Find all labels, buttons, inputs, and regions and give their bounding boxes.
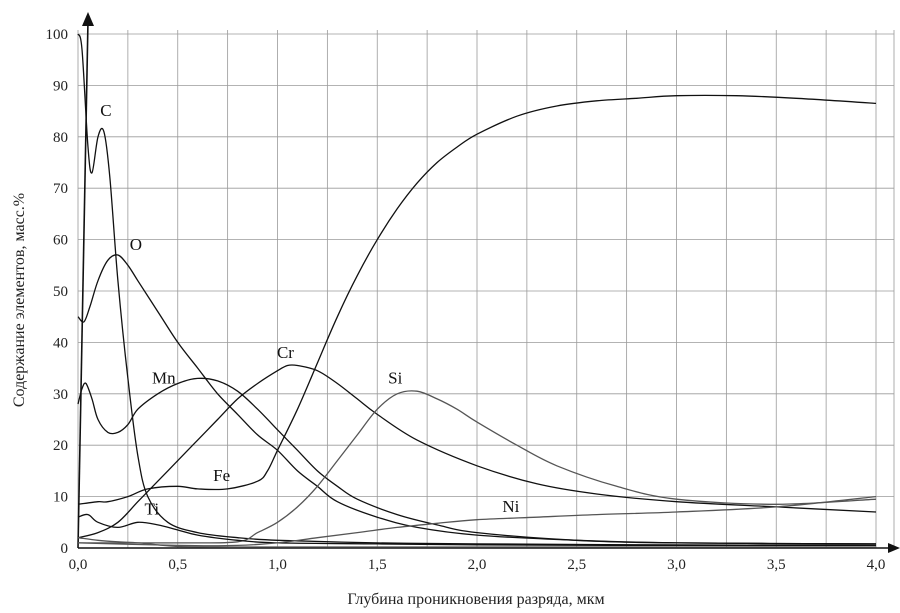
series-line-ni [77, 495, 877, 547]
series-line-fe [77, 94, 877, 505]
series-line-cr [77, 364, 877, 539]
series-label-c: C [100, 101, 111, 120]
x-tick-label: 1,0 [268, 557, 287, 573]
series-line-si [77, 390, 877, 544]
y-tick-label: 90 [53, 78, 68, 94]
x-tick-label: 3,0 [667, 557, 686, 573]
series-line-mn [77, 377, 877, 545]
series-lines [77, 33, 877, 548]
y-tick-label: 0 [61, 541, 69, 557]
y-axis-title: Содержание элементов, масс.% [11, 193, 28, 407]
series-label-ni: Ni [502, 497, 519, 516]
y-tick-label: 20 [53, 438, 68, 454]
axes [77, 12, 900, 553]
x-tick-label: 0,5 [168, 557, 187, 573]
tick-labels: 0,0 0,5 1,0 1,5 2,0 2,5 3,0 3,5 4,0 0 10 20 30 40 50 60… [46, 27, 886, 573]
x-tick-label: 3,5 [767, 557, 786, 573]
y-tick-label: 10 [53, 490, 68, 506]
series-line-ti [77, 513, 877, 547]
series-label-fe: Fe [213, 466, 230, 485]
series-label-si: Si [388, 369, 402, 388]
y-tick-label: 70 [53, 181, 68, 197]
y-tick-label: 40 [53, 335, 68, 351]
x-axis-title: Глубина проникновения разряда, мкм [347, 591, 604, 608]
series-line-unlabeled [77, 537, 876, 548]
series-label-o: O [130, 235, 142, 254]
y-tick-label: 30 [53, 387, 68, 403]
y-tick-label: 80 [53, 130, 68, 146]
series-label-ti: Ti [145, 500, 160, 519]
y-tick-label: 50 [53, 284, 68, 300]
series-line-c [77, 33, 877, 547]
x-tick-label: 4,0 [867, 557, 886, 573]
series-label-mn: Mn [152, 369, 176, 388]
y-axis-line [77, 19, 89, 549]
series-label-cr: Cr [277, 343, 294, 362]
x-tick-label: 2,0 [468, 557, 487, 573]
x-tick-label: 0,0 [69, 557, 88, 573]
series-line-o [77, 254, 877, 545]
y-tick-label: 100 [46, 27, 69, 43]
x-axis-arrow [888, 543, 900, 553]
y-tick-label: 60 [53, 233, 68, 249]
y-axis-arrow [82, 12, 94, 26]
grid [77, 30, 895, 548]
x-tick-label: 2,5 [567, 557, 586, 573]
series-labels: C O Mn Cr Si Fe Ti Ni [100, 101, 519, 518]
x-tick-label: 1,5 [368, 557, 387, 573]
